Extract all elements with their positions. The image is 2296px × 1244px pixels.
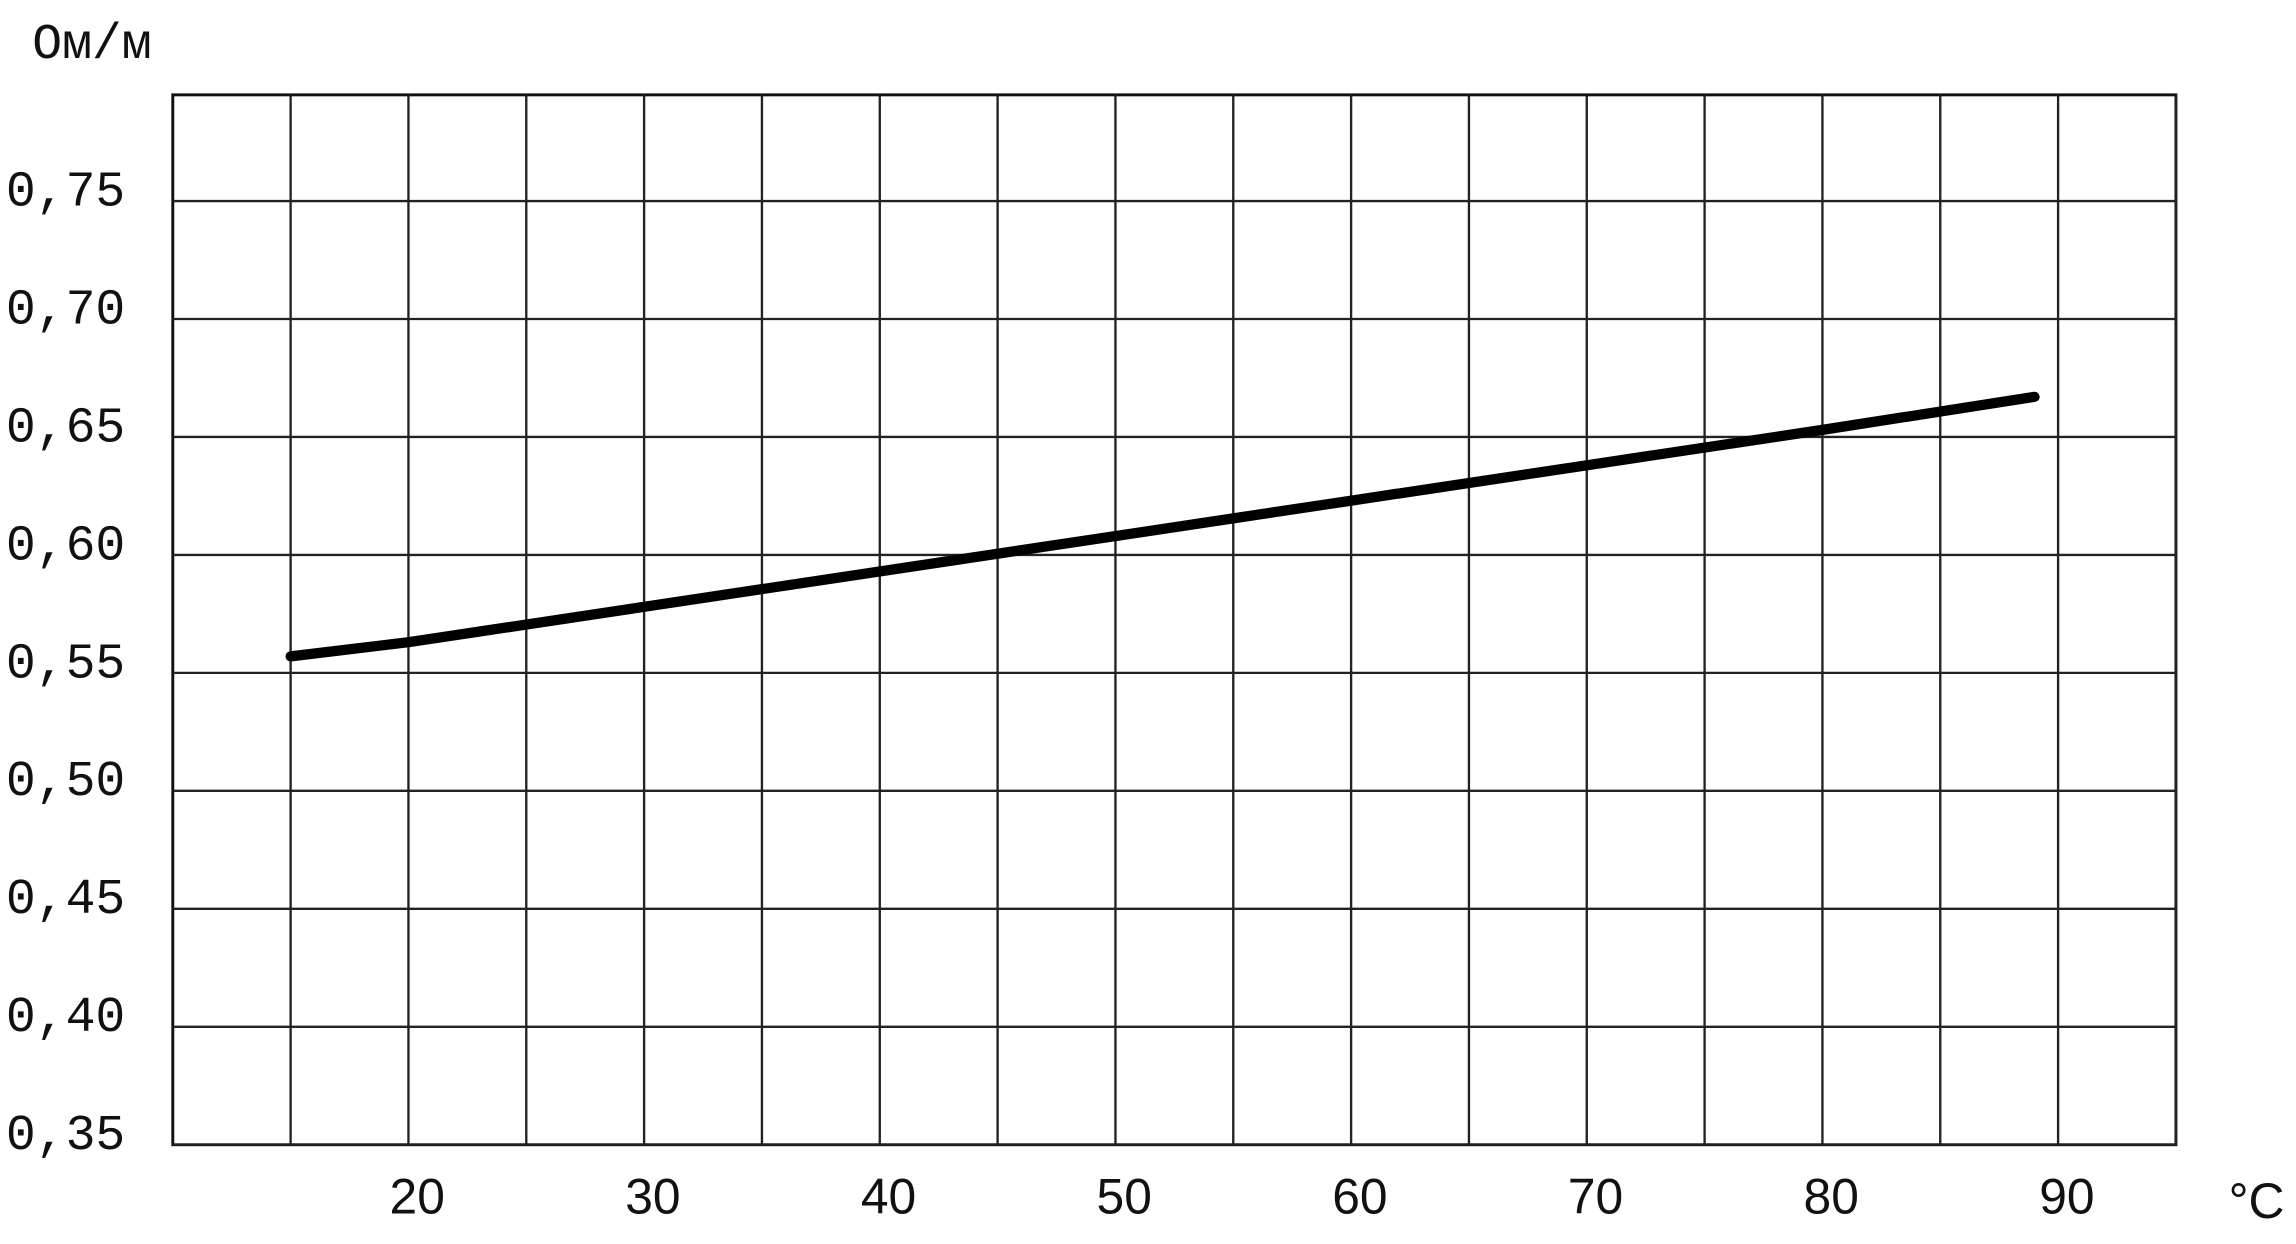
y-tick-label: 0,45 — [6, 872, 125, 928]
x-tick-label: 50 — [1097, 1169, 1152, 1225]
x-tick-label: 40 — [861, 1169, 916, 1225]
x-axis-label: °C — [2229, 1173, 2285, 1229]
x-tick-label: 30 — [625, 1169, 680, 1225]
y-tick-label: 0,40 — [6, 990, 125, 1046]
y-tick-label: 0,60 — [6, 518, 125, 574]
x-tick-label: 80 — [1804, 1169, 1859, 1225]
y-tick-label: 0,70 — [6, 282, 125, 338]
x-tick-label: 70 — [1568, 1169, 1623, 1225]
plot-frame — [171, 93, 2178, 1147]
data-line — [285, 391, 2040, 662]
y-tick-label: 0,55 — [6, 636, 125, 692]
y-tick-label: 0,75 — [6, 164, 125, 220]
y-tick-label: 0,50 — [6, 754, 125, 810]
x-tick-label: 20 — [390, 1169, 445, 1225]
x-tick-label: 60 — [1332, 1169, 1387, 1225]
y-tick-label: 0,35 — [6, 1108, 125, 1164]
y-tick-label: 0,65 — [6, 400, 125, 456]
y-axis-label: Ом/м — [32, 17, 151, 73]
x-tick-label: 90 — [2039, 1169, 2094, 1225]
